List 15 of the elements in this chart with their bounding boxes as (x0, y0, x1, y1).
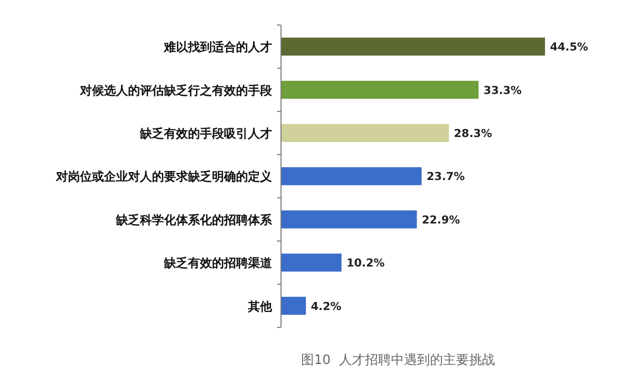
caption: 图10 人才招聘中遇到的主要挑战 (301, 352, 495, 368)
data-label: 28.3% (454, 127, 492, 140)
data-label: 10.2% (346, 256, 385, 270)
y-tick-label: 缺乏科学化体系化的招聘体系 (115, 212, 273, 227)
data-label: 22.9% (422, 213, 460, 226)
data-label: 33.3% (484, 84, 522, 97)
data-label: 4.2% (310, 300, 342, 313)
y-tick-label: 难以找到适合的人才 (163, 40, 272, 54)
y-tick-label: 缺乏有效的招聘渠道 (163, 256, 273, 270)
y-tick-label: 缺乏有效的手段吸引人才 (139, 126, 272, 140)
y-tick-label: 对岗位或企业对人的要求缺乏明确的定义 (55, 170, 273, 184)
y-tick-label: 其他 (247, 299, 273, 314)
data-label: 23.7% (426, 170, 465, 184)
data-label: 44.5% (550, 40, 588, 54)
y-tick-label: 对候选人的评估缺乏行之有效的手段 (79, 83, 273, 98)
